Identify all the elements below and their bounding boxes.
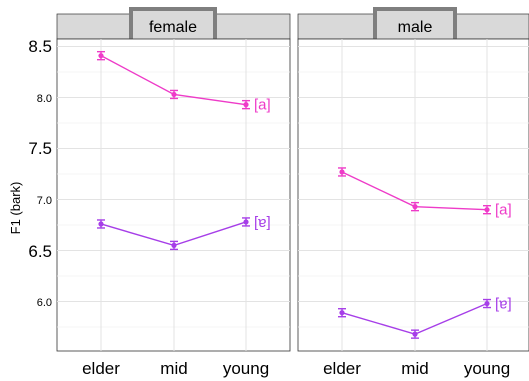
data-point bbox=[98, 221, 104, 227]
y-tick-7.5: 7.5 bbox=[28, 139, 52, 158]
series-label: [ɐ] bbox=[495, 296, 512, 313]
y-tick-7.0: 7.0 bbox=[37, 195, 52, 207]
y-tick-labels: 8.5 8.0 7.5 7.0 6.5 6.0 bbox=[28, 37, 52, 309]
y-tick-8.5: 8.5 bbox=[28, 37, 52, 56]
panel-male: male [a] [ɐ] bbox=[297, 7, 529, 352]
x-tick-male-elder: elder bbox=[323, 359, 361, 378]
x-tick-male-young: young bbox=[464, 359, 510, 378]
series-label: [ɐ] bbox=[254, 214, 271, 231]
data-point bbox=[243, 219, 249, 225]
grid-male bbox=[298, 39, 529, 351]
x-tick-female-mid: mid bbox=[160, 359, 187, 378]
data-point bbox=[98, 53, 104, 59]
marks-female: [a] [ɐ] bbox=[97, 50, 271, 251]
y-tick-6.0: 6.0 bbox=[37, 297, 52, 309]
strip-female-label: female bbox=[149, 19, 197, 36]
data-point bbox=[243, 102, 249, 108]
x-tick-labels: elder mid young elder mid young bbox=[82, 359, 510, 378]
data-point bbox=[484, 300, 490, 307]
marks-male: [a] [ɐ] bbox=[338, 167, 512, 339]
data-point bbox=[339, 310, 345, 316]
data-point bbox=[412, 331, 418, 337]
data-point bbox=[339, 169, 345, 175]
strip-male-box bbox=[373, 7, 457, 46]
data-point bbox=[171, 242, 177, 248]
data-point bbox=[484, 207, 490, 213]
y-tick-6.5: 6.5 bbox=[28, 242, 52, 261]
series-label: [a] bbox=[254, 97, 271, 114]
data-point bbox=[412, 204, 418, 210]
x-tick-female-elder: elder bbox=[82, 359, 120, 378]
x-tick-male-mid: mid bbox=[401, 359, 428, 378]
y-axis-label: F1 (bark) bbox=[8, 182, 23, 235]
x-tick-female-young: young bbox=[223, 359, 269, 378]
series-label: [a] bbox=[495, 202, 512, 219]
data-point bbox=[171, 91, 177, 98]
y-tick-8.0: 8.0 bbox=[37, 93, 52, 105]
strip-male-label: male bbox=[398, 19, 433, 36]
panel-female: female [a] [ɐ] bbox=[56, 7, 291, 352]
